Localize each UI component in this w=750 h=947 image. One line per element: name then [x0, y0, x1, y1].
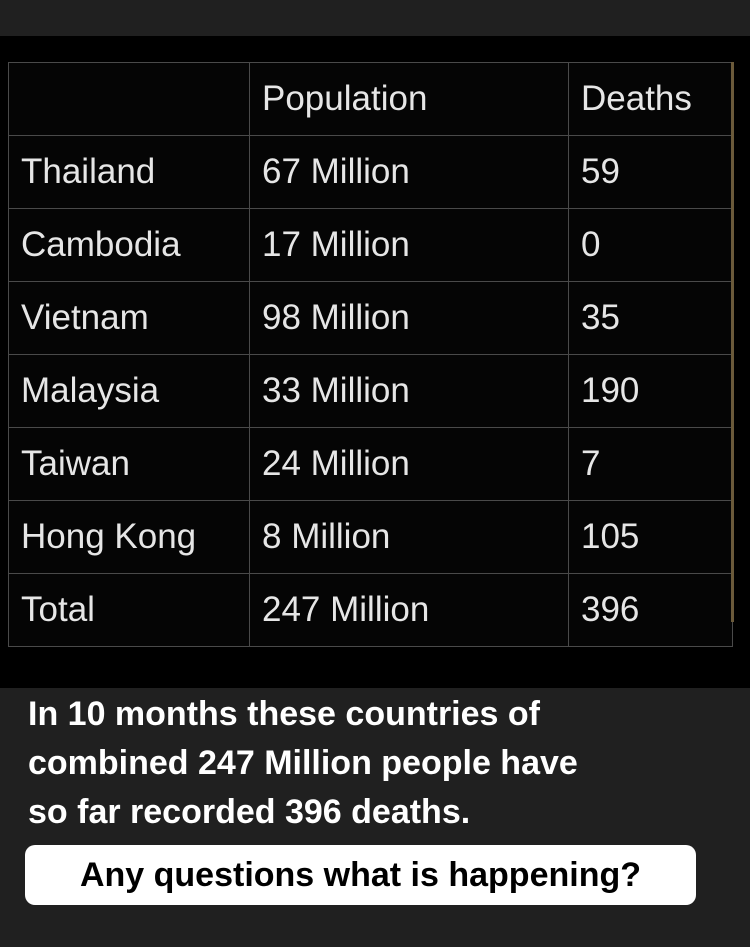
country-cell: Vietnam [8, 281, 250, 355]
question-callout: Any questions what is happening? [25, 845, 696, 905]
population-cell: 67 Million [249, 135, 569, 209]
population-cell: 33 Million [249, 354, 569, 428]
photo-edge-divider [731, 62, 734, 622]
deaths-cell: 105 [568, 500, 733, 574]
table-row: Taiwan 24 Million 7 [8, 427, 733, 501]
total-population-cell: 247 Million [249, 573, 569, 647]
total-deaths-cell: 396 [568, 573, 733, 647]
caption-line: so far recorded 396 deaths. [28, 793, 471, 831]
table-row: Thailand 67 Million 59 [8, 135, 733, 209]
table-row: Malaysia 33 Million 190 [8, 354, 733, 428]
population-deaths-table: Population Deaths Thailand 67 Million 59… [8, 62, 733, 647]
population-cell: 8 Million [249, 500, 569, 574]
country-cell: Cambodia [8, 208, 250, 282]
table-row: Hong Kong 8 Million 105 [8, 500, 733, 574]
country-cell: Taiwan [8, 427, 250, 501]
caption-line: combined 247 Million people have [28, 744, 578, 782]
deaths-cell: 190 [568, 354, 733, 428]
table-header-row: Population Deaths [8, 62, 733, 136]
table-total-row: Total 247 Million 396 [8, 573, 733, 647]
deaths-cell: 7 [568, 427, 733, 501]
deaths-cell: 0 [568, 208, 733, 282]
total-label-cell: Total [8, 573, 250, 647]
table-row: Cambodia 17 Million 0 [8, 208, 733, 282]
table-container: Population Deaths Thailand 67 Million 59… [8, 62, 733, 647]
deaths-cell: 35 [568, 281, 733, 355]
population-cell: 24 Million [249, 427, 569, 501]
population-cell: 98 Million [249, 281, 569, 355]
table-row: Vietnam 98 Million 35 [8, 281, 733, 355]
deaths-cell: 59 [568, 135, 733, 209]
country-cell: Hong Kong [8, 500, 250, 574]
country-cell: Malaysia [8, 354, 250, 428]
caption-line: In 10 months these countries of [28, 695, 540, 733]
header-population: Population [249, 62, 569, 136]
header-empty-cell [8, 62, 250, 136]
caption-text: In 10 months these countries of combined… [28, 690, 728, 837]
header-deaths: Deaths [568, 62, 733, 136]
population-cell: 17 Million [249, 208, 569, 282]
country-cell: Thailand [8, 135, 250, 209]
